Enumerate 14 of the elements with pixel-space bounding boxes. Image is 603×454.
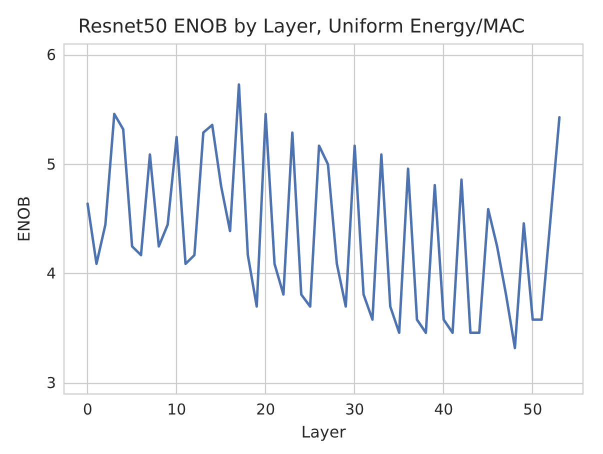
x-tick-label: 50 xyxy=(523,400,542,418)
y-axis-title: ENOB xyxy=(14,196,34,242)
x-tick-label: 30 xyxy=(345,400,364,418)
x-tick-label: 0 xyxy=(82,400,92,418)
x-tick-label: 10 xyxy=(167,400,186,418)
y-tick-label: 4 xyxy=(46,264,56,283)
y-tick-label: 5 xyxy=(46,155,56,174)
x-tick-label: 40 xyxy=(434,400,454,418)
y-tick-label: 3 xyxy=(46,374,56,392)
y-tick-label: 6 xyxy=(46,46,56,64)
x-axis-title: Layer xyxy=(301,422,346,442)
chart-title: Resnet50 ENOB by Layer, Uniform Energy/MAC xyxy=(78,16,525,38)
line-series xyxy=(86,83,561,350)
x-tick-label: 20 xyxy=(256,400,276,418)
